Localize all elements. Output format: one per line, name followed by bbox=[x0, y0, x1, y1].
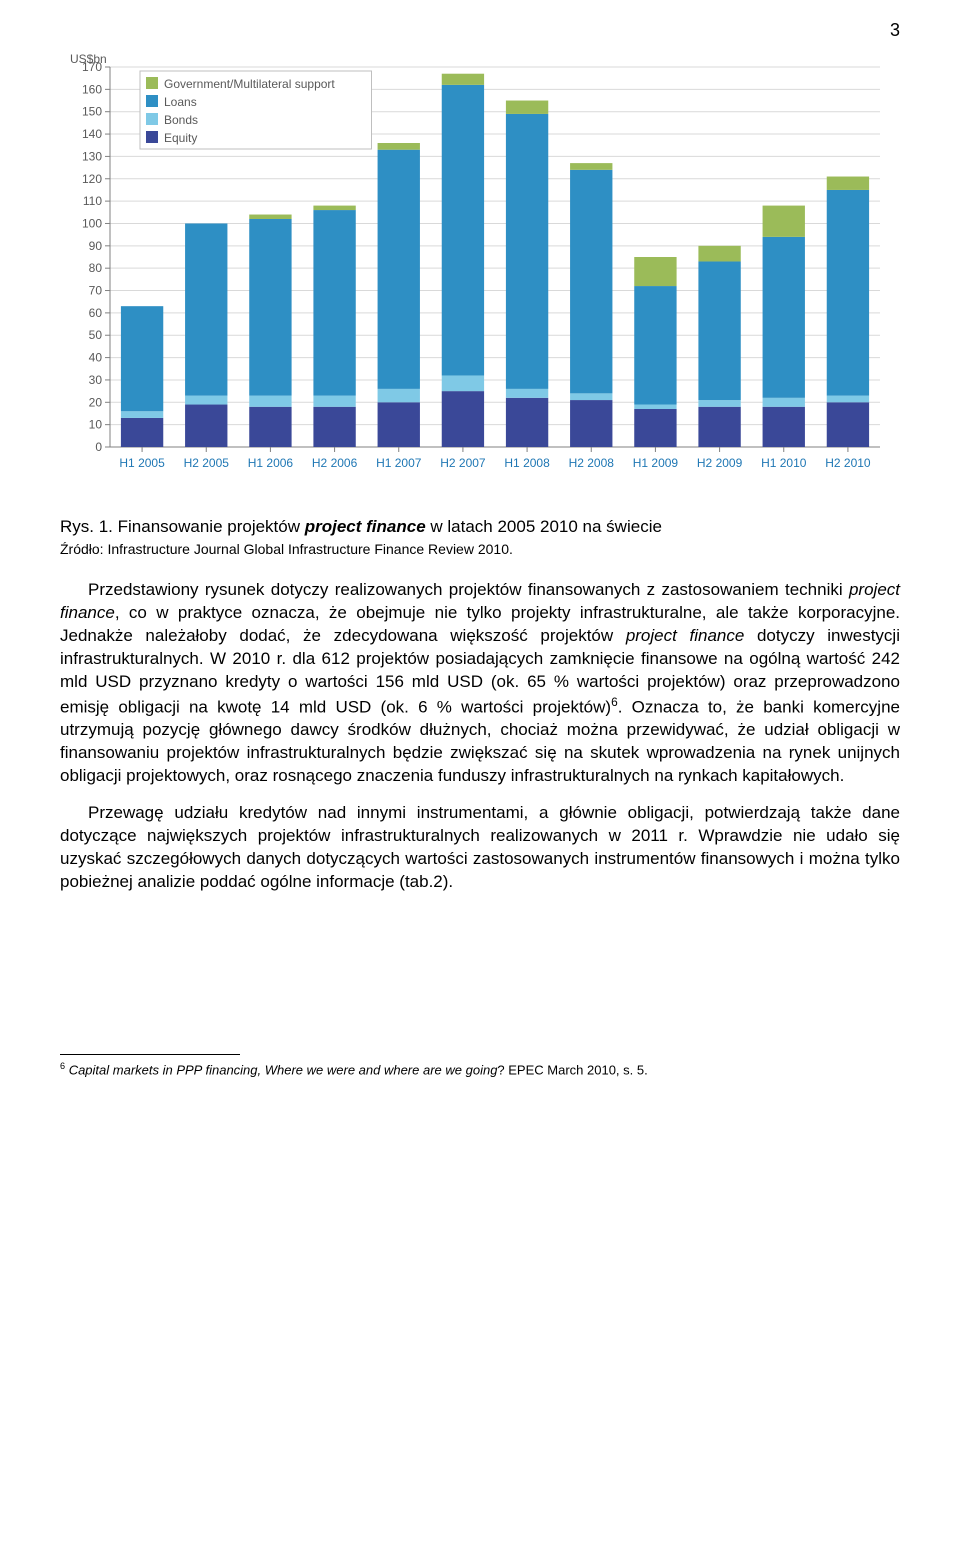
chart-svg: 0 10 20 30 40 50 60 70 80 90 100 110 120 130 140 150 160… bbox=[60, 47, 900, 497]
footnote-rest: ? EPEC March 2010, s. 5. bbox=[497, 1062, 647, 1077]
svg-text:US$bn: US$bn bbox=[70, 52, 107, 66]
svg-text:100: 100 bbox=[82, 216, 102, 230]
svg-text:40: 40 bbox=[89, 351, 103, 365]
svg-text:140: 140 bbox=[82, 127, 102, 141]
para1-footnote-ref: 6 bbox=[611, 695, 618, 709]
svg-text:H2 2005: H2 2005 bbox=[184, 456, 230, 470]
figure-caption: Rys. 1. Finansowanie projektów project f… bbox=[60, 517, 900, 537]
finance-chart: 0 10 20 30 40 50 60 70 80 90 100 110 120 130 140 150 160… bbox=[60, 47, 900, 497]
svg-text:120: 120 bbox=[82, 172, 102, 186]
svg-text:Bonds: Bonds bbox=[164, 113, 198, 127]
svg-text:30: 30 bbox=[89, 373, 103, 387]
caption-suffix: w latach 2005 2010 na świecie bbox=[426, 517, 662, 536]
svg-text:130: 130 bbox=[82, 149, 102, 163]
svg-text:H1 2006: H1 2006 bbox=[248, 456, 294, 470]
svg-text:Equity: Equity bbox=[164, 131, 197, 145]
svg-text:110: 110 bbox=[83, 194, 102, 208]
footnote-6: 6 Capital markets in PPP financing, Wher… bbox=[60, 1061, 900, 1077]
paragraph-2: Przewagę udziału kredytów nad innymi ins… bbox=[60, 802, 900, 894]
svg-text:60: 60 bbox=[89, 306, 103, 320]
svg-text:70: 70 bbox=[89, 284, 103, 298]
para1-italic-2: project finance bbox=[626, 626, 745, 645]
figure-source: Źródło: Infrastructure Journal Global In… bbox=[60, 541, 900, 557]
footnote-number: 6 bbox=[60, 1061, 65, 1071]
svg-text:H1 2010: H1 2010 bbox=[761, 456, 807, 470]
svg-text:160: 160 bbox=[82, 82, 102, 96]
svg-text:H1 2008: H1 2008 bbox=[504, 456, 550, 470]
svg-text:20: 20 bbox=[89, 395, 103, 409]
paragraph-1: Przedstawiony rysunek dotyczy realizowan… bbox=[60, 579, 900, 788]
footnote-italic: Capital markets in PPP financing, Where … bbox=[69, 1062, 498, 1077]
footnote-separator bbox=[60, 1054, 240, 1055]
svg-text:10: 10 bbox=[89, 418, 103, 432]
page-number: 3 bbox=[60, 20, 900, 41]
svg-text:H1 2007: H1 2007 bbox=[376, 456, 422, 470]
svg-text:H1 2005: H1 2005 bbox=[119, 456, 165, 470]
svg-text:0: 0 bbox=[95, 440, 102, 454]
caption-prefix: Rys. 1. Finansowanie projektów bbox=[60, 517, 305, 536]
svg-text:H1 2009: H1 2009 bbox=[633, 456, 679, 470]
svg-text:80: 80 bbox=[89, 261, 103, 275]
svg-text:H2 2008: H2 2008 bbox=[569, 456, 615, 470]
svg-text:Loans: Loans bbox=[164, 95, 197, 109]
svg-text:150: 150 bbox=[82, 105, 102, 119]
svg-text:50: 50 bbox=[89, 328, 103, 342]
caption-italic: project finance bbox=[305, 517, 426, 536]
svg-text:H2 2006: H2 2006 bbox=[312, 456, 358, 470]
svg-text:H2 2010: H2 2010 bbox=[825, 456, 871, 470]
svg-text:Government/Multilateral suppor: Government/Multilateral support bbox=[164, 77, 335, 91]
svg-text:H2 2009: H2 2009 bbox=[697, 456, 743, 470]
svg-text:90: 90 bbox=[89, 239, 103, 253]
para1-text-a: Przedstawiony rysunek dotyczy realizowan… bbox=[88, 580, 849, 599]
svg-text:H2 2007: H2 2007 bbox=[440, 456, 486, 470]
